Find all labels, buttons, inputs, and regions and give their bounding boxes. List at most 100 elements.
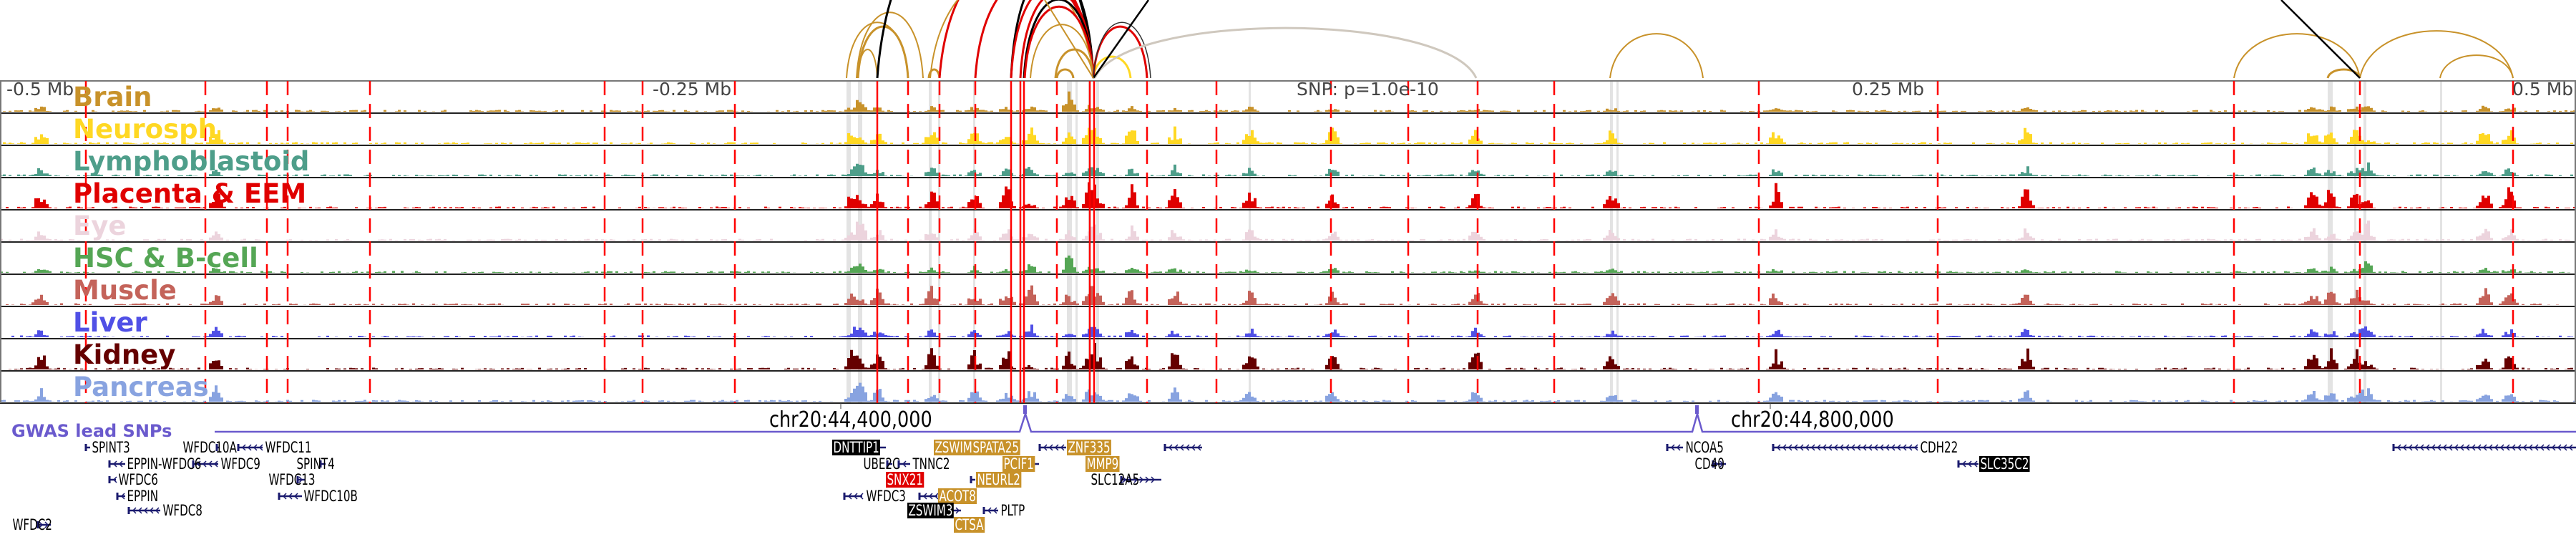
chromatin-loop-arc	[1054, 48, 1095, 79]
strand-arrow-left-icon	[1799, 444, 1804, 451]
strand-arrow-right-icon	[1133, 476, 1138, 483]
gwas-track-line	[215, 410, 2576, 433]
strand-arrow-left-icon	[1810, 444, 1815, 451]
gene-label-znf335[interactable]: ZNF335	[1067, 439, 1112, 456]
signal-eye	[0, 221, 2570, 241]
chromatin-loop-arc	[2359, 30, 2514, 79]
gwas-snp-marker	[1695, 405, 1699, 414]
gene-label-ube2c[interactable]: UBE2C	[863, 455, 900, 473]
gene-label-wfdc9[interactable]: WFDC9	[220, 455, 260, 473]
strand-arrow-left-icon	[1179, 444, 1184, 451]
gene-label-zswim3[interactable]: ZSWIM3	[907, 502, 954, 519]
strand-arrow-left-icon	[1185, 444, 1190, 451]
strand-arrow-left-icon	[2465, 444, 2470, 451]
strand-arrow-left-icon	[2477, 444, 2482, 451]
strand-arrow-left-icon	[1787, 444, 1792, 451]
coordinate-label-left: chr20:44,400,000	[769, 407, 932, 432]
gene-label-mmp9[interactable]: MMP9	[1085, 455, 1120, 473]
signal-liver	[11, 324, 2573, 337]
strand-arrow-left-icon	[1776, 444, 1781, 451]
strand-arrow-left-icon	[282, 493, 287, 500]
gene-label-ctsa[interactable]: CTSA	[954, 516, 985, 533]
chromatin-loop-arc	[1093, 21, 1151, 79]
strand-arrow-left-icon	[1873, 444, 1878, 451]
gene-label-snx21[interactable]: SNX21	[886, 471, 924, 488]
gene-label-eppin-wfdc6[interactable]: EPPIN-WFDC6	[127, 455, 202, 473]
gene-label-wfdc3[interactable]: WFDC3	[866, 488, 906, 505]
strand-arrow-left-icon	[1879, 444, 1884, 451]
track-label-4: Eye	[73, 211, 127, 241]
strand-arrow-left-icon	[1816, 444, 1821, 451]
gene-label-cdh22[interactable]: CDH22	[1920, 439, 1958, 456]
strand-arrow-left-icon	[1839, 444, 1844, 451]
gene-label-wfdc10a[interactable]: WFDC10A	[182, 439, 237, 456]
strand-arrow-left-icon	[2551, 444, 2556, 451]
gene-label-pltp[interactable]: PLTP	[1000, 502, 1025, 519]
signal-kidney	[9, 343, 2573, 369]
strand-arrow-left-icon	[2511, 444, 2516, 451]
track-label-2: Lymphoblastoid	[73, 146, 310, 177]
gene-label-slc12a5[interactable]: SLC12A5	[1091, 471, 1140, 488]
gene-label-zswim1[interactable]: ZSWIM1	[934, 439, 980, 456]
chromatin-loop-arc	[1609, 33, 1704, 79]
strand-arrow-left-icon	[1913, 444, 1918, 451]
strand-arrow-left-icon	[2408, 444, 2413, 451]
strand-arrow-left-icon	[2396, 444, 2401, 451]
strand-arrow-left-icon	[241, 444, 246, 451]
strand-arrow-left-icon	[1890, 444, 1896, 451]
gene-label-wfdc2[interactable]: WFDC2	[12, 516, 52, 533]
long-range-loop	[2280, 0, 2361, 79]
strand-arrow-left-icon	[2494, 444, 2499, 451]
gene-label-spata25[interactable]: SPATA25	[972, 439, 1020, 456]
strand-arrow-left-icon	[1856, 444, 1861, 451]
track-label-6: Muscle	[73, 275, 177, 306]
gene-label-wfdc13[interactable]: WFDC13	[268, 471, 316, 488]
gene-label-cd40[interactable]: CD40	[1694, 455, 1724, 473]
strand-arrow-left-icon	[2557, 444, 2562, 451]
strand-arrow-right-icon	[1128, 476, 1133, 483]
strand-arrow-left-icon	[1908, 444, 1913, 451]
strand-arrow-left-icon	[2505, 444, 2510, 451]
gene-label-wfdc8[interactable]: WFDC8	[162, 502, 203, 519]
coordinate-label-right: chr20:44,800,000	[1731, 407, 1894, 432]
track-label-7: Liver	[73, 307, 147, 338]
gene-label-pcif1[interactable]: PCIF1	[1002, 455, 1035, 473]
strand-arrow-left-icon	[2431, 444, 2436, 451]
track-label-9: Pancreas	[73, 372, 209, 402]
gene-label-slc35c2[interactable]: SLC35C2	[1979, 455, 2030, 473]
chromatin-loop-arc	[1093, 26, 1478, 79]
strand-arrow-left-icon	[1670, 444, 1675, 451]
strand-arrow-left-icon	[992, 507, 997, 514]
strand-arrow-left-icon	[1868, 444, 1873, 451]
gene-label-dnttip1[interactable]: DNTTIP1	[832, 439, 881, 456]
strand-arrow-left-icon	[1793, 444, 1798, 451]
strand-arrow-right-icon	[1122, 476, 1127, 483]
strand-arrow-left-icon	[1862, 444, 1867, 451]
gene-label-spint4[interactable]: SPINT4	[296, 455, 335, 473]
strand-arrow-left-icon	[2414, 444, 2419, 451]
gene-label-tnnc2[interactable]: TNNC2	[912, 455, 950, 473]
gene-label-ncoa5[interactable]: NCOA5	[1685, 439, 1724, 456]
chromatin-loop-arc	[1092, 55, 1132, 79]
track-label-8: Kidney	[73, 339, 176, 370]
strand-arrow-left-icon	[1174, 444, 1179, 451]
track-label-3: Placenta & EEM	[73, 178, 307, 209]
strand-arrow-left-icon	[847, 493, 852, 500]
strand-arrow-left-icon	[196, 460, 201, 468]
strand-arrow-left-icon	[155, 507, 160, 514]
gene-label-eppin[interactable]: EPPIN	[127, 488, 158, 505]
gene-label-wfdc6[interactable]: WFDC6	[118, 471, 158, 488]
strand-arrow-right-icon	[44, 521, 49, 528]
strand-arrow-left-icon	[1973, 460, 1978, 468]
strand-arrow-left-icon	[293, 493, 298, 500]
gene-label-wfdc11[interactable]: WFDC11	[265, 439, 312, 456]
gwas-track-label: GWAS lead SNPs	[11, 421, 172, 441]
gene-label-wfdc10b[interactable]: WFDC10B	[303, 488, 358, 505]
strand-arrow-left-icon	[987, 507, 992, 514]
gene-label-acot8[interactable]: ACOT8	[938, 488, 977, 505]
gene-label-spint3[interactable]: SPINT3	[92, 439, 130, 456]
gene-label-neurl2[interactable]: NEURL2	[976, 471, 1022, 488]
strand-arrow-left-icon	[1805, 444, 1810, 451]
strand-arrow-left-icon	[1961, 460, 1966, 468]
chromatin-loop-arcs	[846, 0, 2514, 79]
